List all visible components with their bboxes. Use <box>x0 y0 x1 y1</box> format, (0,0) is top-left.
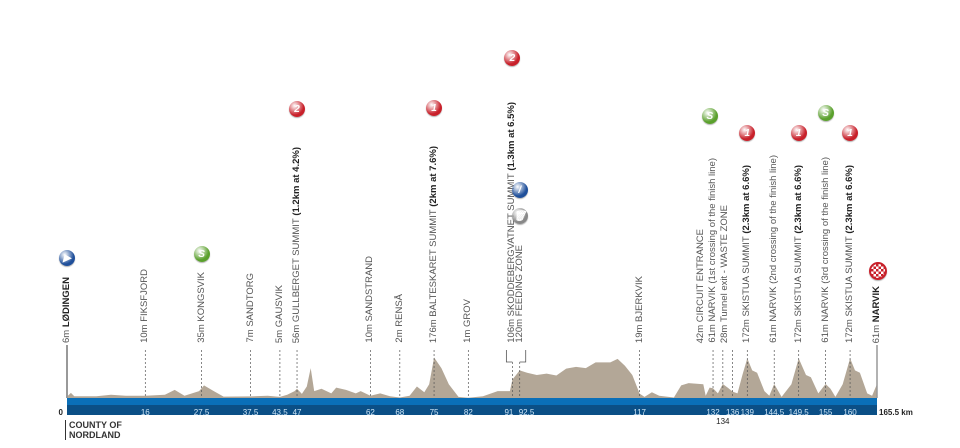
kom-cat2-icon: 2 <box>504 50 521 66</box>
kom-cat1-icon: 1 <box>426 100 443 116</box>
tick-label: 82 <box>464 408 473 417</box>
landmark-label: 7m SANDTORG <box>244 273 256 343</box>
landmark-label: 6m LØDINGEN <box>61 277 72 343</box>
tick-label: 155 <box>819 408 833 417</box>
distance-band <box>67 398 877 405</box>
landmark-label: 35m KONGSVIK <box>195 272 207 343</box>
tick-label: 136 <box>726 408 740 417</box>
tick-label: 43.5 <box>272 408 288 417</box>
tick-label: 144.5 <box>764 408 785 417</box>
landmark-label: 28m Tunnel exit - WASTE ZONE <box>718 204 730 343</box>
feeding-bracket <box>519 350 527 363</box>
landmark-label: 1m GROV <box>462 299 474 343</box>
tick-label: 134 <box>716 417 730 426</box>
landmark-label: 61m NARVIK (3rd crossing of the finish l… <box>819 157 831 343</box>
feeding-bracket <box>505 350 513 363</box>
tick-label: 132 <box>706 408 720 417</box>
sprint-icon: S <box>701 108 718 124</box>
landmark-label: 10m FIKSFJORD <box>139 269 151 343</box>
landmark-label: 10m SANDSTRAND <box>364 256 376 343</box>
feeding-zone-icon: / <box>511 182 528 198</box>
tick-label: 16 <box>141 408 150 417</box>
kom-cat1-icon: 1 <box>842 125 859 141</box>
landmark-label: 5m GAUSVIK <box>273 284 285 343</box>
play-icon: ▶ <box>59 250 75 266</box>
tick-label: 62 <box>366 408 375 417</box>
landmark-label: 42m CIRCUIT ENTRANCE <box>695 228 707 343</box>
landmark-label: 2m RENSÅ <box>393 294 405 343</box>
landmark-label: 172m SKISTUA SUMMIT (2.3km at 6.6%) <box>844 165 856 343</box>
tick-label: 117 <box>633 408 646 417</box>
landmark-label: 172m SKISTUA SUMMIT (2.3km at 6.6%) <box>792 165 804 343</box>
landmark-label: 56m GULLBERGET SUMMIT (1.2km at 4.2%) <box>291 146 303 343</box>
kom-cat1-icon: 1 <box>739 125 756 141</box>
axis-zero-label: 0 <box>59 408 64 417</box>
tick-label: 75 <box>430 408 439 417</box>
tick-label: 139 <box>741 408 755 417</box>
tick-label: 68 <box>395 408 404 417</box>
waste-bin-icon: 🗑 <box>511 208 528 224</box>
tick-label: 37.5 <box>243 408 259 417</box>
tick-label: 160 <box>843 408 857 417</box>
tick-label: 92.5 <box>519 408 535 417</box>
landmark-label: 176m BALTESKARET SUMMIT (2km at 7.6%) <box>428 145 440 343</box>
axis-end-label: 165.5 km <box>879 408 913 417</box>
tick-label: 149.5 <box>789 408 810 417</box>
sprint-icon: S <box>193 246 210 262</box>
elevation-profile-area <box>67 357 877 398</box>
landmark-label: 61m NARVIK (1st crossing of the finish l… <box>706 158 718 343</box>
tick-label: 47 <box>293 408 302 417</box>
landmark-label: 172m SKISTUA SUMMIT (2.3km at 6.6%) <box>741 165 753 343</box>
tick-label: 91 <box>504 408 513 417</box>
landmark-label: 19m BJERKVIK <box>633 275 645 343</box>
tick-label: 27.5 <box>194 408 210 417</box>
landmark-label: 61m NARVIK <box>871 285 882 343</box>
kom-cat2-icon: 2 <box>289 101 306 117</box>
distance-axis <box>67 405 877 415</box>
finish-flag-icon <box>869 262 887 280</box>
kom-cat1-icon: 1 <box>790 125 807 141</box>
county-label: COUNTY OF NORDLAND <box>65 420 149 440</box>
landmark-label: 120m FEEDING ZONE <box>513 245 525 343</box>
sprint-icon: S <box>817 105 834 121</box>
landmark-label: 61m NARVIK (2nd crossing of the finish l… <box>768 155 780 343</box>
